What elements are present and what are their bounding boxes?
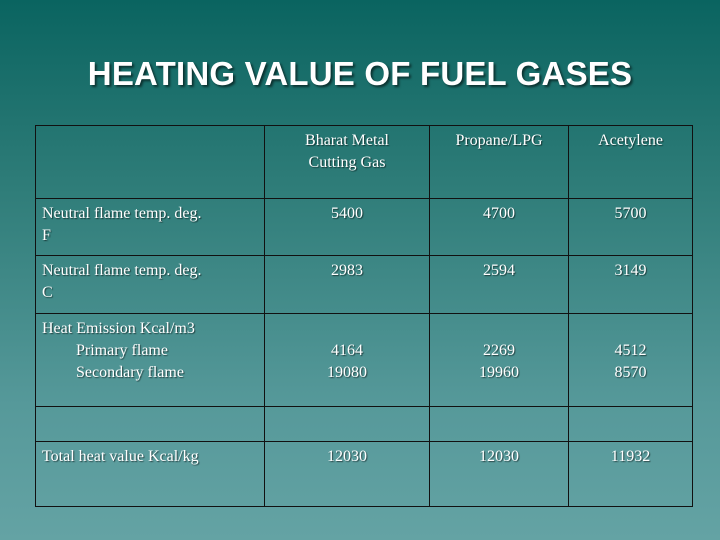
cell-value: 12030 — [429, 441, 569, 507]
cell-value: 5700 — [568, 198, 693, 256]
cell-value: 5400 — [264, 198, 430, 256]
cell-empty — [568, 406, 693, 442]
header-cell-propane: Propane/LPG — [429, 125, 569, 199]
row-label-heat-emission: Heat Emission Kcal/m3 Primary flame Seco… — [35, 313, 265, 407]
header-cell-bharat: Bharat Metal Cutting Gas — [264, 125, 430, 199]
primary-flame-label: Primary flame — [76, 342, 168, 359]
table-row: Total heat value Kcal/kg 12030 12030 119… — [35, 441, 693, 507]
table-row: Heat Emission Kcal/m3 Primary flame Seco… — [35, 313, 693, 407]
slide-title: HEATING VALUE OF FUEL GASES — [87, 55, 633, 92]
header-bharat-line2: Cutting Gas — [308, 154, 386, 171]
cell-value: 2983 — [264, 255, 430, 314]
cell-value: 3149 — [568, 255, 693, 314]
secondary-flame-label: Secondary flame — [76, 364, 184, 381]
cell-value-primary: 4164 — [331, 342, 363, 359]
row-label-temp-c-line1: Neutral flame temp. deg. — [42, 262, 202, 279]
row-label-temp-f: Neutral flame temp. deg. F — [35, 198, 265, 256]
heat-emission-label: Heat Emission Kcal/m3 — [42, 320, 195, 337]
header-cell-acetylene: Acetylene — [568, 125, 693, 199]
cell-heat-acetylene: 4512 8570 — [568, 313, 693, 407]
row-label-temp-f-line2: F — [42, 227, 51, 244]
cell-heat-propane: 2269 19960 — [429, 313, 569, 407]
fuel-gas-table: Bharat Metal Cutting Gas Propane/LPG Ace… — [35, 125, 693, 507]
row-label-temp-c: Neutral flame temp. deg. C — [35, 255, 265, 314]
cell-empty — [429, 406, 569, 442]
cell-empty — [35, 406, 265, 442]
cell-value-secondary: 8570 — [614, 364, 647, 381]
header-cell-empty — [35, 125, 265, 199]
table-row: Neutral flame temp. deg. F 5400 4700 570… — [35, 198, 693, 256]
table-row-empty — [35, 406, 693, 442]
cell-value-secondary: 19960 — [479, 364, 519, 381]
cell-value-primary: 4512 — [614, 342, 647, 359]
cell-value: 12030 — [264, 441, 430, 507]
cell-empty — [264, 406, 430, 442]
row-label-temp-f-line1: Neutral flame temp. deg. — [42, 205, 202, 222]
table-row: Neutral flame temp. deg. C 2983 2594 314… — [35, 255, 693, 314]
cell-value-secondary: 19080 — [327, 364, 367, 381]
cell-value: 4700 — [429, 198, 569, 256]
header-bharat-line1: Bharat Metal — [305, 132, 389, 149]
cell-value: 2594 — [429, 255, 569, 314]
row-label-total-heat: Total heat value Kcal/kg — [35, 441, 265, 507]
cell-value-primary: 2269 — [483, 342, 515, 359]
cell-heat-bharat: 4164 19080 — [264, 313, 430, 407]
header-row: Bharat Metal Cutting Gas Propane/LPG Ace… — [35, 125, 693, 199]
row-label-temp-c-line2: C — [42, 284, 53, 301]
cell-value: 11932 — [568, 441, 693, 507]
